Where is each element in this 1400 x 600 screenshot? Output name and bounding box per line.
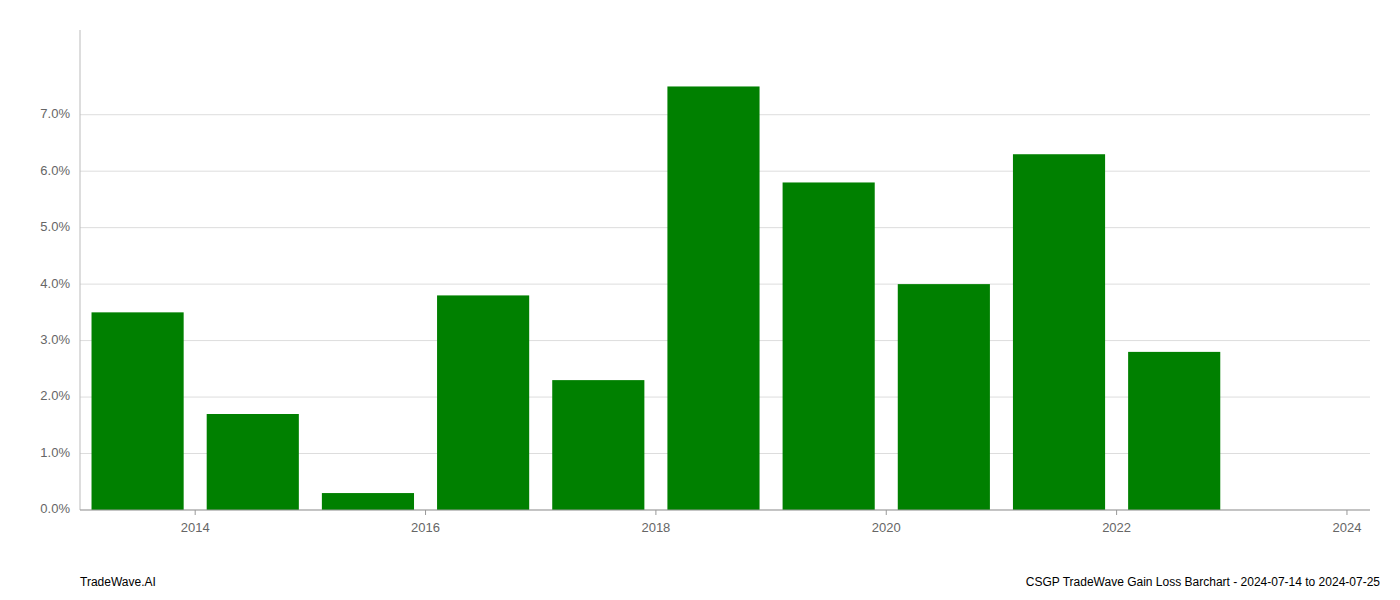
- y-tick-label: 4.0%: [40, 276, 70, 291]
- bar: [898, 284, 990, 510]
- x-ticks: 2014 2016 2018 2020 2022 2024: [181, 510, 1362, 535]
- x-tick: [425, 510, 426, 515]
- bar: [322, 493, 414, 510]
- y-tick-label: 7.0%: [40, 106, 70, 121]
- bar: [207, 414, 299, 510]
- y-tick-label: 6.0%: [40, 163, 70, 178]
- x-tick-label: 2018: [641, 520, 670, 535]
- y-tick-label: 1.0%: [40, 445, 70, 460]
- x-tick: [1346, 510, 1347, 515]
- chart: 0.0% 1.0% 2.0% 3.0% 4.0% 5.0% 6.0% 7.0% 2014 2016…: [0, 0, 1400, 600]
- x-tick-label: 2024: [1333, 520, 1362, 535]
- y-tick-label: 0.0%: [40, 501, 70, 516]
- y-tick-labels: 0.0% 1.0% 2.0% 3.0% 4.0% 5.0% 6.0% 7.0%: [40, 106, 70, 516]
- bar: [667, 86, 759, 510]
- x-tick-label: 2014: [181, 520, 210, 535]
- chart-container: 0.0% 1.0% 2.0% 3.0% 4.0% 5.0% 6.0% 7.0% 2014 2016…: [0, 0, 1400, 600]
- x-axis-line: [80, 510, 1370, 511]
- y-tick-label: 3.0%: [40, 332, 70, 347]
- x-tick: [195, 510, 196, 515]
- x-tick-label: 2016: [411, 520, 440, 535]
- y-axis-line: [80, 30, 81, 510]
- bars: [92, 86, 1221, 510]
- x-tick: [655, 510, 656, 515]
- footer-left: TradeWave.AI: [80, 575, 156, 589]
- bar: [552, 380, 644, 510]
- x-tick-label: 2020: [872, 520, 901, 535]
- bar: [783, 182, 875, 510]
- bar: [92, 312, 184, 510]
- bar: [1128, 352, 1220, 510]
- grid-line: [80, 510, 1370, 511]
- bar: [437, 295, 529, 510]
- x-tick: [886, 510, 887, 515]
- x-tick-label: 2022: [1102, 520, 1131, 535]
- bar: [1013, 154, 1105, 510]
- y-tick-label: 2.0%: [40, 388, 70, 403]
- y-tick-label: 5.0%: [40, 219, 70, 234]
- footer-right: CSGP TradeWave Gain Loss Barchart - 2024…: [1026, 575, 1381, 589]
- x-tick: [1116, 510, 1117, 515]
